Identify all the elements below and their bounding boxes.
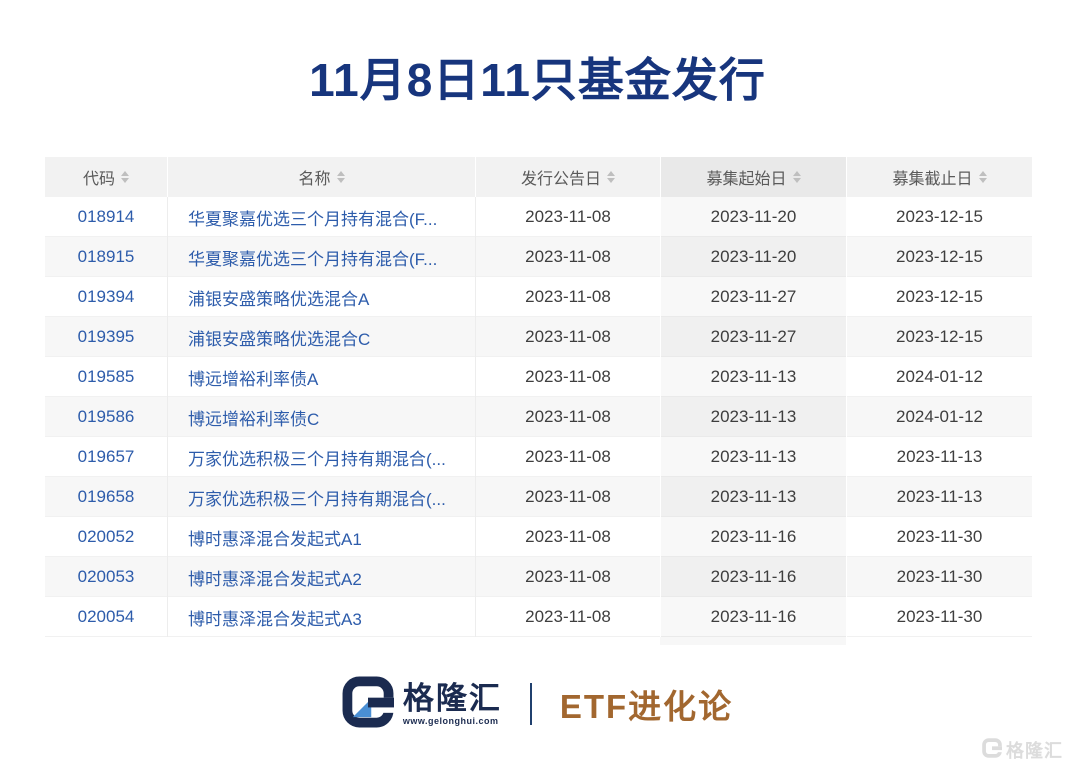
cell-code: 020052	[77, 527, 135, 546]
cell-name: 万家优选积极三个月持有期混合(...	[167, 477, 475, 517]
table-row: 019657 万家优选积极三个月持有期混合(... 2023-11-08 2023-1…	[45, 437, 1032, 477]
sort-caret-icon[interactable]	[792, 171, 801, 183]
footer-divider	[529, 683, 532, 725]
column-label-code: 代码	[82, 171, 115, 188]
column-label-start-date: 募集起始日	[706, 171, 787, 188]
cell-name: 万家优选积极三个月持有期混合(...	[167, 437, 475, 477]
cell-name: 华夏聚嘉优选三个月持有混合(F...	[167, 237, 475, 277]
cell-start-date: 2023-11-20	[660, 237, 846, 277]
column-header-start-date[interactable]: 募集起始日	[660, 157, 846, 197]
cell-start-date: 2023-11-20	[660, 197, 846, 237]
table-body: 018914 华夏聚嘉优选三个月持有混合(F... 2023-11-08 2023-1…	[45, 197, 1032, 637]
cell-end-date: 2023-12-15	[846, 317, 1032, 357]
cell-announce-date: 2023-11-08	[475, 237, 660, 277]
gelonghui-brand: 格隆汇 www.gelonghui.com	[342, 676, 502, 733]
cell-announce-date: 2023-11-08	[475, 557, 660, 597]
table-row: 018914 华夏聚嘉优选三个月持有混合(F... 2023-11-08 2023-1…	[45, 197, 1032, 237]
cell-name: 博时惠泽混合发起式A3	[167, 597, 475, 637]
table-row: 019394 浦银安盛策略优选混合A 2023-11-08 2023-11-27 202…	[45, 277, 1032, 317]
table-row: 019658 万家优选积极三个月持有期混合(... 2023-11-08 2023-1…	[45, 477, 1032, 517]
column-header-code[interactable]: 代码	[45, 157, 167, 197]
cell-start-date: 2023-11-16	[660, 597, 846, 637]
table-bottom-strip	[45, 637, 1032, 645]
cell-code: 019394	[77, 287, 135, 306]
cell-code: 019395	[77, 327, 135, 346]
cell-end-date: 2023-11-13	[846, 477, 1032, 517]
sort-caret-icon[interactable]	[336, 171, 345, 183]
cell-name: 浦银安盛策略优选混合C	[167, 317, 475, 357]
cell-code: 019585	[77, 367, 135, 386]
cell-start-date: 2023-11-27	[660, 317, 846, 357]
cell-announce-date: 2023-11-08	[475, 197, 660, 237]
table-row: 019586 博远增裕利率债C 2023-11-08 2023-11-13 2024-0…	[45, 397, 1032, 437]
cell-announce-date: 2023-11-08	[475, 477, 660, 517]
table-row: 020052 博时惠泽混合发起式A1 2023-11-08 2023-11-16 202…	[45, 517, 1032, 557]
cell-end-date: 2023-12-15	[846, 237, 1032, 277]
watermark: 格隆汇	[982, 737, 1063, 763]
cell-name: 博远增裕利率债C	[167, 397, 475, 437]
column-label-end-date: 募集截止日	[892, 171, 973, 188]
footer-brand-bar: 格隆汇 www.gelonghui.com ETF进化论	[0, 672, 1075, 736]
cell-end-date: 2023-11-13	[846, 437, 1032, 477]
sort-caret-icon[interactable]	[978, 171, 987, 183]
cell-end-date: 2023-12-15	[846, 277, 1032, 317]
table-row: 020053 博时惠泽混合发起式A2 2023-11-08 2023-11-16 202…	[45, 557, 1032, 597]
cell-announce-date: 2023-11-08	[475, 437, 660, 477]
cell-start-date: 2023-11-16	[660, 517, 846, 557]
cell-end-date: 2023-11-30	[846, 597, 1032, 637]
cell-code: 020053	[77, 567, 135, 586]
cell-name: 博时惠泽混合发起式A2	[167, 557, 475, 597]
fund-issuance-table: 代码 名称 发行公告日 募集起始日 募集截止日 018914 华夏聚嘉优选三个月持有混合(…	[45, 157, 1032, 645]
column-header-announce-date[interactable]: 发行公告日	[475, 157, 660, 197]
cell-name: 华夏聚嘉优选三个月持有混合(F...	[167, 197, 475, 237]
cell-start-date: 2023-11-13	[660, 437, 846, 477]
cell-code: 019586	[77, 407, 135, 426]
sort-caret-icon[interactable]	[121, 171, 129, 183]
column-header-name[interactable]: 名称	[167, 157, 475, 197]
brand-url: www.gelonghui.com	[402, 715, 499, 726]
table-row: 020054 博时惠泽混合发起式A3 2023-11-08 2023-11-16 202…	[45, 597, 1032, 637]
cell-start-date: 2023-11-13	[660, 477, 846, 517]
cell-code: 018914	[77, 207, 135, 226]
series-title: ETF进化论	[559, 688, 734, 725]
cell-announce-date: 2023-11-08	[475, 317, 660, 357]
table-header-row: 代码 名称 发行公告日 募集起始日 募集截止日	[45, 157, 1032, 197]
cell-end-date: 2023-11-30	[846, 517, 1032, 557]
cell-code: 018915	[77, 247, 135, 266]
table-row: 018915 华夏聚嘉优选三个月持有混合(F... 2023-11-08 2023-1…	[45, 237, 1032, 277]
cell-end-date: 2024-01-12	[846, 357, 1032, 397]
cell-start-date: 2023-11-13	[660, 397, 846, 437]
cell-code: 019658	[77, 487, 135, 506]
cell-end-date: 2023-12-15	[846, 197, 1032, 237]
cell-start-date: 2023-11-16	[660, 557, 846, 597]
cell-code: 019657	[77, 447, 135, 466]
cell-announce-date: 2023-11-08	[475, 397, 660, 437]
column-label-announce-date: 发行公告日	[520, 171, 601, 188]
cell-code: 020054	[77, 607, 135, 626]
cell-start-date: 2023-11-27	[660, 277, 846, 317]
column-header-end-date[interactable]: 募集截止日	[846, 157, 1032, 197]
cell-start-date: 2023-11-13	[660, 357, 846, 397]
sort-caret-icon[interactable]	[607, 171, 615, 183]
cell-name: 浦银安盛策略优选混合A	[167, 277, 475, 317]
brand-name: 格隆汇	[402, 680, 502, 716]
cell-end-date: 2023-11-30	[846, 557, 1032, 597]
watermark-text: 格隆汇	[1006, 741, 1063, 761]
cell-end-date: 2024-01-12	[846, 397, 1032, 437]
highlight-column-tail	[660, 637, 846, 645]
cell-name: 博时惠泽混合发起式A1	[167, 517, 475, 557]
table-row: 019585 博远增裕利率债A 2023-11-08 2023-11-13 2024-0…	[45, 357, 1032, 397]
page-title: 11月8日11只基金发行	[309, 54, 766, 106]
brand-text-block: 格隆汇 www.gelonghui.com	[403, 683, 502, 726]
watermark-logo-icon	[982, 737, 1002, 763]
cell-name: 博远增裕利率债A	[167, 357, 475, 397]
gelonghui-logo-icon	[342, 676, 394, 733]
cell-announce-date: 2023-11-08	[475, 357, 660, 397]
cell-announce-date: 2023-11-08	[475, 277, 660, 317]
cell-announce-date: 2023-11-08	[475, 597, 660, 637]
table-row: 019395 浦银安盛策略优选混合C 2023-11-08 2023-11-27 202…	[45, 317, 1032, 357]
column-label-name: 名称	[298, 171, 331, 188]
cell-announce-date: 2023-11-08	[475, 517, 660, 557]
